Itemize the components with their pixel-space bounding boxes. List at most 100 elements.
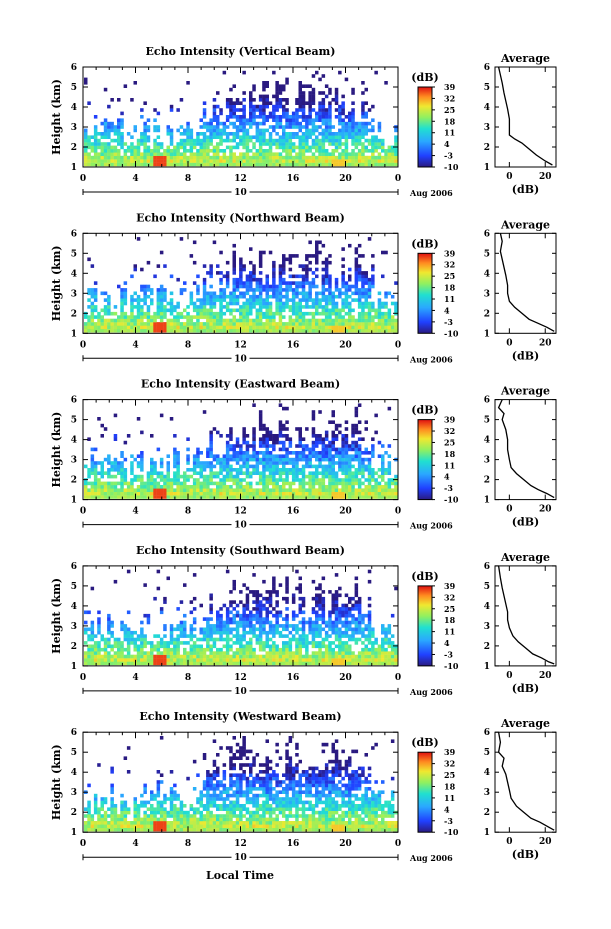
profile-x-tick: 20 (539, 172, 552, 182)
y-tick-label: 2 (71, 143, 77, 153)
heatmap-cells (84, 403, 398, 499)
profile-xlabel: (dB) (512, 349, 539, 362)
profile-y-tick: 5 (484, 416, 490, 426)
panel-4: Echo Intensity (Southward Beam)0 4 8 12 16 20… (50, 544, 557, 697)
profile-title: Average (500, 717, 550, 730)
y-axis-label: Height (km) (50, 744, 63, 820)
day-label: 10 (234, 188, 247, 198)
profile-x-tick: 20 (539, 837, 552, 847)
y-tick-label: 1 (71, 496, 77, 506)
colorbar-tick: 11 (444, 627, 455, 637)
colorbar-label: (dB) (411, 404, 438, 417)
y-tick-label: 4 (71, 436, 77, 446)
y-tick-label: 6 (71, 562, 77, 572)
panel-title: Echo Intensity (Westward Beam) (139, 710, 341, 723)
x-tick-label: 0 (395, 839, 401, 849)
x-tick-label: 12 (234, 673, 247, 683)
panel-3: Echo Intensity (Eastward Beam)0 4 8 12 16 20 0… (50, 378, 557, 531)
profile-frame (494, 731, 557, 833)
colorbar-tick: 11 (444, 294, 455, 304)
panel-1: Echo Intensity (Vertical Beam)0 4 8 12 16 20 0… (50, 45, 557, 198)
profile-y-tick: 5 (484, 582, 490, 592)
x-tick-label: 16 (287, 340, 300, 350)
x-tick-label: 0 (80, 340, 86, 350)
colorbar-tick: 32 (444, 93, 455, 103)
x-tick-label: 20 (339, 673, 352, 683)
profile-x-tick: 20 (539, 505, 552, 515)
profile-y-tick: 5 (484, 83, 490, 93)
colorbar (417, 86, 433, 168)
colorbar-label: (dB) (411, 570, 438, 583)
colorbar (417, 585, 433, 667)
panel-5: Echo Intensity (Westward Beam)0 4 8 12 16 20 0… (50, 710, 557, 863)
y-tick-label: 6 (71, 63, 77, 73)
y-tick-label: 2 (71, 309, 77, 319)
profile-y-tick: 5 (484, 748, 490, 758)
profile-y-tick: 3 (484, 788, 490, 798)
x-tick-label: 16 (287, 839, 300, 849)
colorbar (417, 252, 433, 334)
profile-y-tick: 4 (484, 602, 490, 612)
date-label: Aug 2006 (409, 521, 453, 531)
profile-x-tick: 0 (506, 505, 512, 515)
profile-xlabel: (dB) (512, 183, 539, 196)
colorbar (417, 751, 433, 833)
colorbar-tick: 32 (444, 426, 455, 436)
x-tick-label: 4 (132, 839, 138, 849)
x-tick-label: 12 (234, 174, 247, 184)
colorbar-tick: 32 (444, 759, 455, 769)
colorbar-tick: 39 (444, 747, 456, 757)
profile-x-tick: 0 (506, 671, 512, 681)
colorbar-tick: 18 (444, 615, 456, 625)
y-axis-label: Height (km) (50, 412, 63, 488)
colorbar-tick: -10 (444, 827, 459, 837)
profile-y-tick: 3 (484, 123, 490, 133)
profile-title: Average (500, 52, 550, 65)
profile-y-tick: 6 (484, 229, 490, 239)
profile-line (497, 399, 555, 499)
profile-y-tick: 1 (484, 496, 490, 506)
y-tick-label: 1 (71, 163, 77, 173)
profile-y-tick: 1 (484, 828, 490, 838)
panel-title: Echo Intensity (Southward Beam) (136, 544, 345, 557)
x-tick-label: 0 (395, 174, 401, 184)
profile-y-tick: 2 (484, 642, 490, 652)
profile-y-tick: 2 (484, 309, 490, 319)
colorbar-tick: 25 (444, 604, 455, 614)
x-tick-label: 8 (185, 340, 191, 350)
colorbar-tick: 25 (444, 105, 455, 115)
x-tick-label: 16 (287, 174, 300, 184)
y-tick-label: 4 (71, 269, 77, 279)
x-tick-label: 20 (339, 507, 352, 517)
colorbar (417, 419, 433, 501)
x-tick-label: 4 (132, 507, 138, 517)
day-label: 10 (234, 354, 247, 364)
profile-y-tick: 1 (484, 662, 490, 672)
colorbar-tick: 18 (444, 116, 456, 126)
colorbar-tick: 18 (444, 781, 456, 791)
y-tick-label: 4 (71, 768, 77, 778)
y-tick-label: 2 (71, 808, 77, 818)
x-tick-label: 0 (80, 174, 86, 184)
x-tick-label: 0 (395, 340, 401, 350)
panel-2: Echo Intensity (Northward Beam)0 4 8 12 16 20… (50, 211, 557, 364)
colorbar-tick: 39 (444, 581, 456, 591)
profile-x-tick: 0 (506, 338, 512, 348)
x-tick-label: 8 (185, 507, 191, 517)
x-tick-label: 20 (339, 174, 352, 184)
profile-line (499, 233, 555, 332)
profile-y-tick: 6 (484, 562, 490, 572)
x-tick-label: 16 (287, 507, 300, 517)
y-tick-label: 4 (71, 602, 77, 612)
profile-line (497, 565, 555, 665)
colorbar-tick: 25 (444, 437, 455, 447)
colorbar-tick: -3 (444, 483, 453, 493)
profile-y-tick: 1 (484, 163, 490, 173)
colorbar-tick: 4 (444, 638, 450, 648)
y-tick-label: 3 (71, 456, 77, 466)
profile-y-tick: 6 (484, 728, 490, 738)
colorbar-tick: 4 (444, 472, 450, 482)
profile-y-tick: 4 (484, 103, 490, 113)
date-label: Aug 2006 (409, 354, 453, 364)
